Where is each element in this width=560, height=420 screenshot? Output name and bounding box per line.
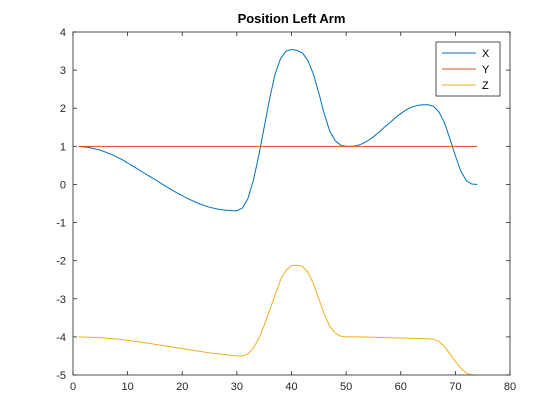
x-tick-label: 60 xyxy=(395,381,407,393)
y-tick-label: -4 xyxy=(56,332,66,344)
x-tick-label: 40 xyxy=(285,381,297,393)
x-tick-label: 50 xyxy=(340,381,352,393)
y-tick-label: 4 xyxy=(60,27,66,39)
legend: XYZ xyxy=(435,41,501,97)
y-tick-label: -3 xyxy=(56,294,66,306)
x-tick-label: 10 xyxy=(122,381,134,393)
y-tick-label: -2 xyxy=(56,256,66,268)
y-tick-label: -1 xyxy=(56,218,66,230)
y-tick-label: -5 xyxy=(56,370,66,382)
legend-label-z: Z xyxy=(482,80,489,92)
y-tick-label: 0 xyxy=(60,179,66,191)
y-tick-label: 3 xyxy=(60,65,66,77)
legend-label-y: Y xyxy=(482,64,490,76)
ticks-layer: 0 10 20 30 40 50 60 70 80 -5 -4 -3 -2 -1 0 1 2 3 4 xyxy=(56,27,516,393)
series-line-x xyxy=(78,49,478,212)
y-tick-label: 2 xyxy=(60,103,66,115)
x-tick-label: 30 xyxy=(231,381,243,393)
x-tick-label: 0 xyxy=(70,381,76,393)
x-tick-label: 20 xyxy=(176,381,188,393)
y-tick-label: 1 xyxy=(60,141,66,153)
x-tick-label: 80 xyxy=(504,381,516,393)
series-layer xyxy=(78,49,478,376)
chart-title: Position Left Arm xyxy=(238,11,346,26)
legend-label-x: X xyxy=(482,48,490,60)
x-tick-label: 70 xyxy=(449,381,461,393)
series-line-z xyxy=(78,264,478,376)
